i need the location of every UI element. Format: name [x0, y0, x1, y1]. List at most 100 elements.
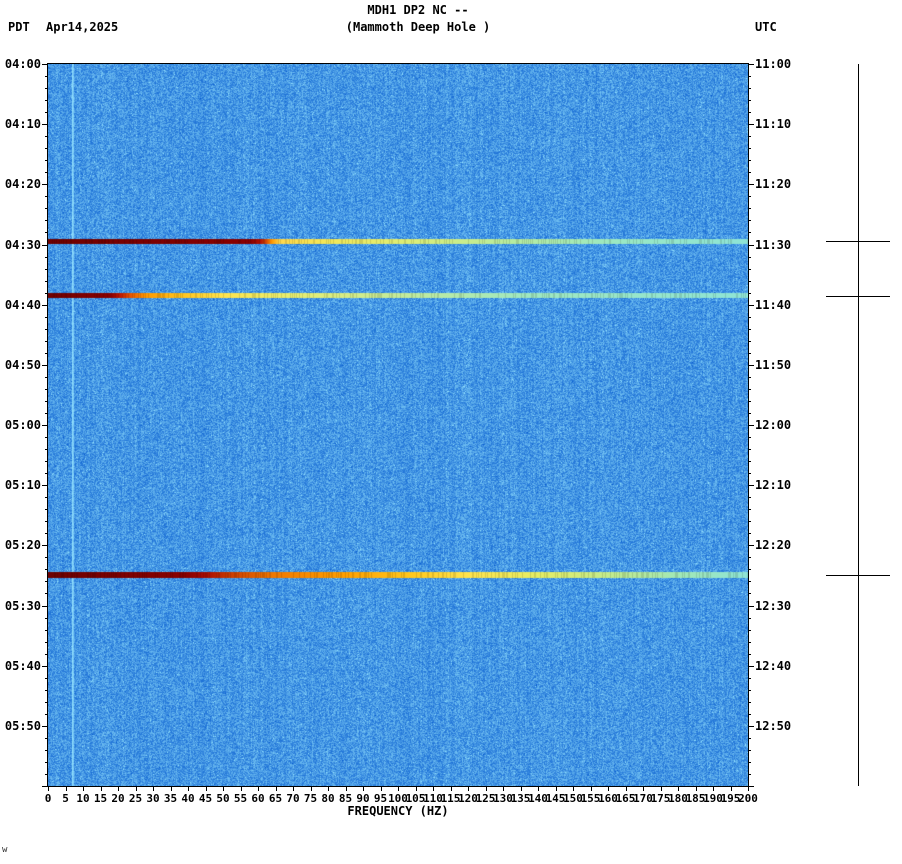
y-axis-minor-tick-left [45, 713, 48, 715]
y-axis-minor-tick-left [45, 521, 48, 523]
y-axis-tick-left [42, 304, 48, 306]
y-axis-minor-tick-right [748, 617, 751, 619]
y-axis-minor-tick-left [45, 292, 48, 294]
y-axis-label-right: 11:40 [755, 297, 792, 312]
x-axis-tick [433, 786, 434, 791]
y-axis-tick-left [42, 64, 48, 65]
x-axis-label: 100 [388, 792, 408, 805]
y-axis-minor-tick-right [748, 208, 751, 210]
y-axis-tick-left [42, 244, 48, 246]
x-axis-tick [485, 786, 487, 791]
y-axis-minor-tick-right [748, 112, 751, 114]
y-axis-tick-left [42, 725, 48, 727]
y-axis-label-right: 11:20 [755, 177, 792, 192]
x-axis-label: 95 [373, 792, 388, 805]
y-axis-label-left: 04:40 [4, 297, 41, 312]
y-axis-minor-tick-right [748, 232, 751, 234]
x-axis-tick [730, 786, 732, 791]
station-subtitle: (Mammoth Deep Hole ) [345, 20, 491, 34]
y-axis-minor-tick-left [45, 701, 48, 703]
x-axis-label: 65 [268, 792, 283, 805]
x-axis-label: 200 [738, 792, 758, 805]
x-axis-tick [573, 786, 574, 791]
y-axis-minor-tick-right [748, 689, 751, 691]
x-axis-label: 185 [685, 792, 706, 805]
y-axis-tick-right [748, 364, 754, 366]
y-axis-minor-tick-right [748, 557, 751, 559]
x-axis-tick [695, 786, 697, 791]
y-axis-minor-tick-right [748, 148, 751, 150]
x-axis-tick [520, 786, 522, 791]
x-axis-tick [170, 786, 172, 791]
y-axis-minor-tick-right [748, 196, 751, 198]
x-axis-tick [380, 786, 382, 791]
x-axis-label: 120 [458, 792, 478, 805]
x-axis-tick [275, 786, 277, 791]
y-axis-minor-tick-left [45, 232, 48, 234]
y-axis-minor-tick-right [748, 352, 751, 354]
y-axis-minor-tick-right [748, 160, 751, 162]
y-axis-minor-tick-right [748, 220, 751, 222]
x-axis-tick [223, 786, 224, 791]
y-axis-minor-tick-left [45, 328, 48, 330]
y-axis-minor-tick-right [748, 136, 751, 138]
x-axis-tick [643, 786, 644, 791]
y-axis-minor-tick-left [45, 100, 48, 102]
scale-bar-line [858, 64, 859, 786]
y-axis-tick-left [42, 485, 48, 487]
station-title: MDH1 DP2 NC -- [367, 3, 469, 17]
y-axis-tick-left [42, 184, 48, 186]
y-axis-tick-left [42, 605, 48, 607]
y-axis-minor-tick-right [748, 400, 751, 402]
y-axis-minor-tick-left [45, 352, 48, 354]
x-axis-tick [363, 786, 364, 791]
y-axis-tick-left [42, 545, 48, 547]
x-axis-tick [555, 786, 557, 791]
x-axis-tick [118, 786, 119, 791]
y-axis-minor-tick-left [45, 617, 48, 619]
y-axis-minor-tick-left [45, 388, 48, 390]
y-axis-label-left: 04:30 [4, 237, 41, 252]
y-axis-minor-tick-right [748, 533, 751, 535]
y-axis-minor-tick-left [45, 340, 48, 342]
y-axis-minor-tick-left [45, 761, 48, 763]
y-axis-label-left: 04:50 [4, 357, 41, 372]
x-axis-tick [65, 786, 67, 791]
y-axis-tick-left [42, 364, 48, 366]
x-axis-label: 70 [286, 792, 300, 805]
x-axis-tick [450, 786, 452, 791]
x-axis-title: FREQUENCY (HZ) [347, 804, 449, 818]
x-axis-tick [415, 786, 417, 791]
x-axis-tick [153, 786, 154, 791]
y-axis-minor-tick-right [748, 701, 751, 703]
y-axis-minor-tick-right [748, 388, 751, 390]
y-axis-minor-tick-left [45, 773, 48, 775]
y-axis-minor-tick-left [45, 280, 48, 282]
x-axis-label: 180 [668, 792, 688, 805]
y-axis-minor-tick-right [748, 449, 751, 451]
x-axis-tick [100, 786, 102, 791]
y-axis-minor-tick-right [748, 268, 751, 270]
y-axis-tick-right [748, 304, 754, 306]
y-axis-minor-tick-left [45, 268, 48, 270]
y-axis-tick-right [748, 64, 754, 65]
x-axis-label: 50 [216, 792, 230, 805]
x-axis-label: 105 [405, 792, 426, 805]
y-axis-minor-tick-right [748, 473, 751, 475]
watermark: w [2, 845, 8, 855]
y-axis-minor-tick-left [45, 376, 48, 378]
x-axis-tick [608, 786, 609, 791]
y-axis-minor-tick-right [748, 581, 751, 583]
y-axis-minor-tick-right [748, 521, 751, 523]
x-axis-label: 0 [44, 792, 52, 805]
y-axis-minor-tick-left [45, 497, 48, 499]
scale-bar-event-tick [826, 296, 890, 297]
y-axis-minor-tick-right [748, 653, 751, 655]
y-axis-label-right: 12:00 [755, 418, 792, 432]
y-axis-minor-tick-left [45, 172, 48, 174]
timezone-left-label: PDT [8, 20, 30, 34]
x-axis-label: 90 [356, 792, 370, 805]
y-axis-minor-tick-right [748, 761, 751, 763]
x-axis-tick [748, 786, 749, 791]
